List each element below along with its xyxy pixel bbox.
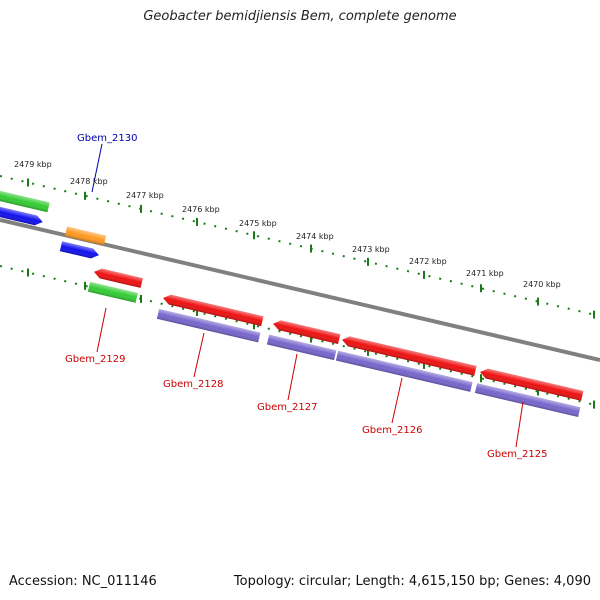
kbp-label: 2475 kbp xyxy=(239,219,277,228)
gene-red-reverse-4-shade xyxy=(342,336,477,376)
gene-red-reverse-5-shade xyxy=(480,368,584,401)
kbp-label: 2471 kbp xyxy=(466,269,504,278)
gene-gbem-2127 xyxy=(266,334,337,361)
gene-red-reverse-2-shade xyxy=(163,294,264,327)
gene-label-gbem-2130[interactable]: Gbem_2130 xyxy=(77,133,137,144)
kbp-label: 2472 kbp xyxy=(409,257,447,266)
kbp-label: 2476 kbp xyxy=(182,205,220,214)
gene-blue-forward-2 xyxy=(59,241,99,259)
gene-gbem-2125 xyxy=(474,383,581,418)
gene-features xyxy=(0,189,584,418)
kbp-label: 2477 kbp xyxy=(126,191,164,200)
gene-red-reverse-4 xyxy=(342,336,477,376)
gene-red-reverse-5 xyxy=(480,368,584,401)
leader-line xyxy=(193,332,205,378)
gene-blue-forward-shade xyxy=(0,205,43,226)
gene-gbem-2125-shade xyxy=(474,383,581,418)
map-title: Geobacter bemidjiensis Bem, complete gen… xyxy=(143,9,457,24)
gene-gbem-2128-shade xyxy=(156,308,261,343)
gene-label-gbem-2127[interactable]: Gbem_2127 xyxy=(257,402,317,413)
gene-red-reverse-3 xyxy=(273,320,341,345)
gene-gbem-2127-shade xyxy=(266,334,337,361)
gene-gbem-2128 xyxy=(156,308,261,343)
kbp-label: 2473 kbp xyxy=(352,245,390,254)
kbp-label: 2478 kbp xyxy=(70,177,108,186)
gene-label-gbem-2129[interactable]: Gbem_2129 xyxy=(65,354,125,365)
gene-gbem-2129-shade xyxy=(87,281,138,303)
gene-blue-forward xyxy=(0,205,43,226)
gene-label-gbem-2126[interactable]: Gbem_2126 xyxy=(362,425,422,436)
topology-summary: Topology: circular; Length: 4,615,150 bp… xyxy=(233,574,591,589)
gene-red-reverse-1 xyxy=(94,268,143,288)
upper-tick-track xyxy=(0,175,600,317)
kbp-label: 2470 kbp xyxy=(523,280,561,289)
gene-red-reverse-3-shade xyxy=(273,320,341,345)
leader-line xyxy=(391,377,403,424)
gene-red-reverse-2 xyxy=(163,294,264,327)
gene-gbem-2129 xyxy=(87,281,138,303)
accession-text: Accession: NC_011146 xyxy=(9,574,157,589)
gene-gbem-2126-shade xyxy=(335,350,473,392)
kbp-label: 2479 kbp xyxy=(14,160,52,169)
leader-line xyxy=(287,353,298,401)
gene-gbem-2130 xyxy=(64,226,107,246)
kbp-label: 2474 kbp xyxy=(296,232,334,241)
gene-blue-forward-2-shade xyxy=(59,241,99,259)
gene-label-gbem-2125[interactable]: Gbem_2125 xyxy=(487,449,547,460)
gene-green-forward xyxy=(0,189,50,213)
gene-gbem-2130-shade xyxy=(64,226,107,246)
gene-label-gbem-2128[interactable]: Gbem_2128 xyxy=(163,379,223,390)
gene-green-forward-shade xyxy=(0,189,50,213)
label-leaders xyxy=(91,143,524,448)
gene-red-reverse-1-shade xyxy=(94,268,143,288)
lower-tick-track xyxy=(0,265,600,407)
leader-line xyxy=(91,143,103,193)
leader-line xyxy=(515,401,524,448)
leader-line xyxy=(96,307,107,353)
gene-gbem-2126 xyxy=(335,350,473,392)
